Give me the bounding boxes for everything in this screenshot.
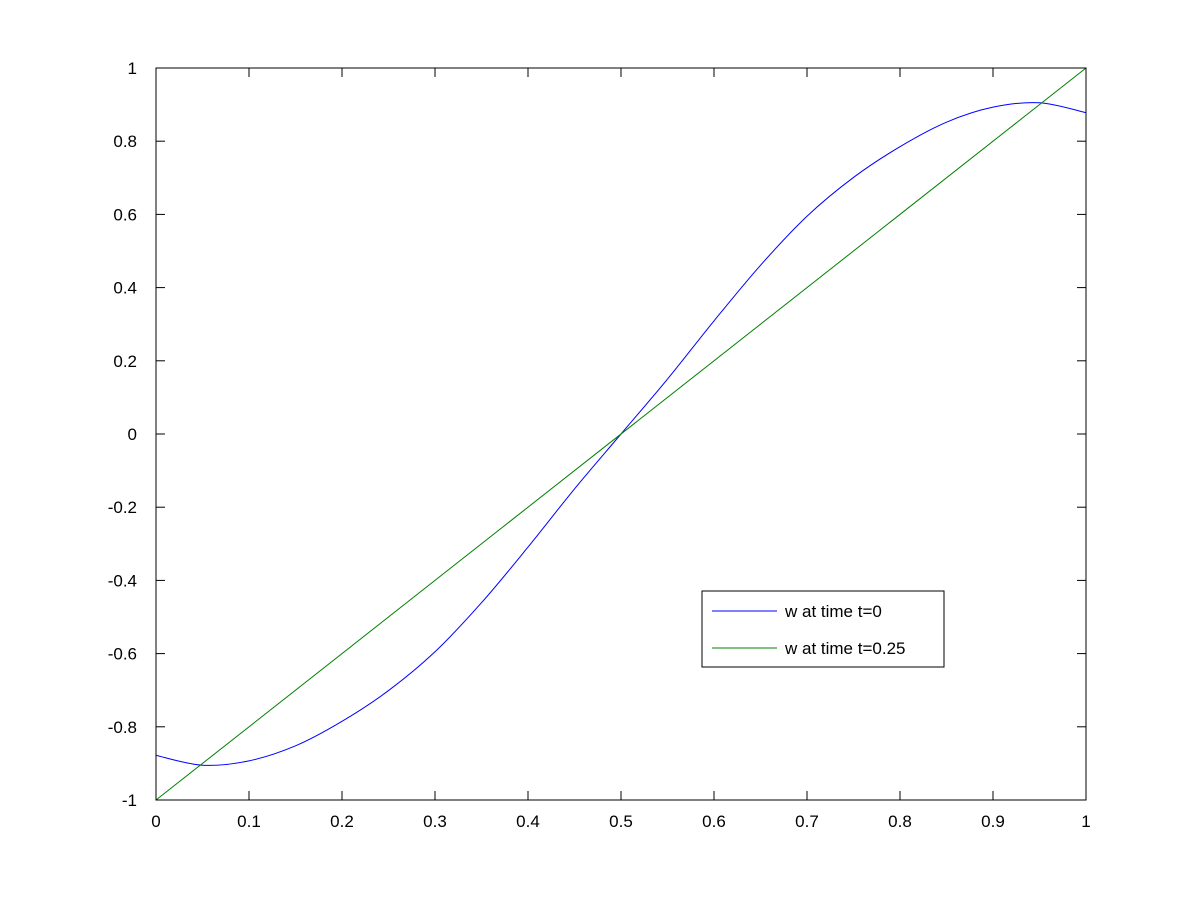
x-tick-label: 0.5 [609,812,633,831]
legend-box [701,590,945,668]
x-tick-label: 0.9 [981,812,1005,831]
y-tick-label: 0.2 [113,352,137,371]
x-tick-label: 0.6 [702,812,726,831]
x-tick-label: 0.2 [330,812,354,831]
x-tick-label: 0.8 [888,812,912,831]
y-tick-label: -1 [122,791,137,810]
plot-area-border [155,67,1087,801]
y-tick-label: 0.8 [113,132,137,151]
axis-tick-labels: 0 0.1 0.2 0.3 0.4 0.5 0.6 0.7 0.8 0.9 1 -1 -0.8 -0.6 -… [108,59,1091,831]
y-tick-label: 0 [128,425,137,444]
series-layer [155,67,1087,801]
y-tick-label: -0.4 [108,571,137,590]
series-line-2 [155,67,1087,801]
y-tick-label: 0.4 [113,279,137,298]
legend-label-2: w at time t=0.25 [784,639,905,658]
legend-label-1: w at time t=0 [784,602,882,621]
x-tick-label: 0.3 [423,812,447,831]
x-tick-label: 0.7 [795,812,819,831]
legend-entries: w at time t=0 w at time t=0.25 [712,602,905,658]
y-tick-label: -0.2 [108,498,137,517]
y-tick-label: -0.8 [108,718,137,737]
x-tick-label: 0 [151,812,160,831]
x-tick-label: 0.4 [516,812,540,831]
legend: w at time t=0 w at time t=0.25 [701,590,945,668]
y-tick-label: 0.6 [113,205,137,224]
y-tick-label: 1 [128,59,137,78]
y-tick-label: -0.6 [108,645,137,664]
x-tick-label: 0.1 [237,812,261,831]
x-tick-label: 1 [1081,812,1090,831]
